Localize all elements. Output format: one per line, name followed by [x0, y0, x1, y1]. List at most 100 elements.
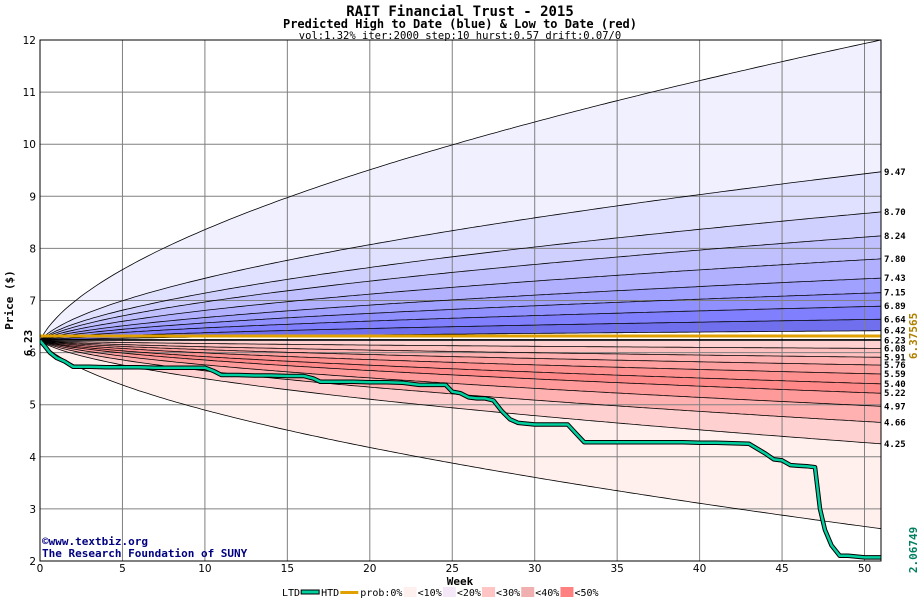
band-fill-11	[40, 340, 881, 358]
chart-subtitle: Predicted High to Date (blue) & Low to D…	[283, 17, 637, 31]
y-axis-label: Price ($)	[3, 270, 16, 330]
chart-title: RAIT Financial Trust - 2015	[346, 4, 574, 20]
reference-price-label: 6.37565	[907, 313, 920, 359]
band-curve-0	[40, 40, 881, 341]
band-curve-11	[40, 340, 881, 349]
end-label-4-25: 4.25	[884, 440, 906, 450]
band-fill-17	[40, 340, 881, 423]
end-label-9-47: 9.47	[884, 168, 906, 178]
plot-frame	[39, 39, 882, 562]
legend-label-10: <10%	[418, 588, 442, 599]
legend-label-30: <30%	[496, 588, 520, 599]
band-curve-19	[40, 340, 881, 445]
x-axis-label: Week	[447, 575, 474, 588]
x-tick-40: 40	[693, 563, 706, 575]
band-curve-20	[40, 340, 881, 530]
end-label-6-23: 6.23	[884, 337, 906, 347]
band-fill-15	[40, 340, 881, 394]
band-curve-2	[40, 211, 881, 341]
y-tick-11: 11	[23, 87, 36, 99]
band-fill-13	[40, 340, 881, 374]
band-curve-12	[40, 340, 881, 358]
price-series	[40, 334, 881, 560]
y-tick-6: 6	[29, 348, 36, 360]
end-label-6-08: 6.08	[884, 344, 906, 354]
end-label-7-80: 7.80	[884, 255, 906, 265]
legend-label-50: <50%	[574, 588, 598, 599]
band-fill-5	[40, 278, 881, 341]
band-fill-4	[40, 258, 881, 341]
legend: LTD HTD prob:0% <10% <20% <30% <40% <50%	[282, 587, 599, 599]
x-tick-20: 20	[363, 563, 376, 575]
x-tick-15: 15	[281, 563, 294, 575]
band-fill-10	[40, 340, 881, 349]
band-fill-3	[40, 235, 881, 341]
legend-label-htd: HTD	[321, 588, 339, 599]
band-curve-17	[40, 340, 881, 407]
x-tick-25: 25	[446, 563, 459, 575]
y-tick-labels: 2 3 4 5 6 7 8 9 10 11 12	[23, 35, 37, 568]
legend-swatch-20	[442, 587, 456, 597]
band-fill-2	[40, 211, 881, 341]
legend-label-ltd: LTD	[282, 588, 300, 599]
band-boundary-curves	[40, 40, 881, 530]
y-tick-9: 9	[29, 191, 36, 203]
y-tick-4: 4	[29, 452, 36, 464]
legend-swatch-50	[560, 587, 574, 597]
end-label-7-43: 7.43	[884, 274, 906, 284]
legend-swatch-probability	[340, 591, 359, 594]
end-label-5-59: 5.59	[884, 370, 906, 380]
band-fill-19	[40, 340, 881, 529]
legend-swatch-10	[403, 587, 417, 597]
x-tick-30: 30	[528, 563, 541, 575]
band-curve-14	[40, 340, 881, 375]
band-curve-3	[40, 235, 881, 341]
end-label-5-40: 5.40	[884, 380, 906, 390]
y-tick-12: 12	[23, 35, 36, 47]
legend-swatch-30	[482, 587, 496, 597]
x-tick-10: 10	[198, 563, 211, 575]
end-label-5-22: 5.22	[884, 389, 906, 399]
end-label-5-76: 5.76	[884, 361, 906, 371]
y-tick-8: 8	[29, 243, 36, 255]
chart-parameters: vol:1.32% iter:2000 step:10 hurst:0.57 d…	[299, 30, 621, 42]
y-tick-2: 2	[29, 556, 36, 568]
band-curve-6	[40, 292, 881, 341]
y-tick-7: 7	[29, 296, 36, 308]
credit-website: ©www.textbiz.org	[42, 535, 148, 548]
end-label-6-89: 6.89	[884, 302, 906, 312]
band-fill-16	[40, 340, 881, 407]
end-label-6-42: 6.42	[884, 327, 906, 337]
start-price-label: 6.23	[22, 330, 35, 357]
end-label-6-64: 6.64	[884, 315, 906, 325]
plot-area	[39, 39, 882, 562]
legend-swatch-40	[521, 587, 535, 597]
band-curve-7	[40, 305, 881, 341]
legend-label-prob: prob:0%	[360, 588, 402, 599]
band-curve-13	[40, 340, 881, 366]
band-curve-8	[40, 318, 881, 341]
end-label-8-70: 8.70	[884, 208, 906, 218]
band-fill-14	[40, 340, 881, 384]
legend-swatch-ltd	[300, 589, 320, 595]
band-end-labels: 9.47 8.70 8.24 7.80 7.43 7.15 6.89 6.64 6.426.23…	[884, 168, 906, 450]
legend-label-40: <40%	[535, 588, 559, 599]
end-label-5-91: 5.91	[884, 353, 906, 363]
band-fill-6	[40, 292, 881, 341]
band-curve-16	[40, 340, 881, 394]
end-label-7-15: 7.15	[884, 289, 906, 299]
end-label-4-66: 4.66	[884, 418, 906, 428]
x-tick-5: 5	[119, 563, 126, 575]
band-fill-0	[40, 40, 881, 341]
end-label-8-24: 8.24	[884, 232, 906, 242]
y-tick-3: 3	[29, 504, 36, 516]
y-tick-10: 10	[23, 139, 36, 151]
band-fill-1	[40, 171, 881, 341]
band-curve-15	[40, 340, 881, 385]
band-fill-18	[40, 340, 881, 444]
band-curve-5	[40, 277, 881, 341]
x-tick-50: 50	[858, 563, 871, 575]
x-tick-0: 0	[37, 563, 44, 575]
x-tick-35: 35	[610, 563, 623, 575]
